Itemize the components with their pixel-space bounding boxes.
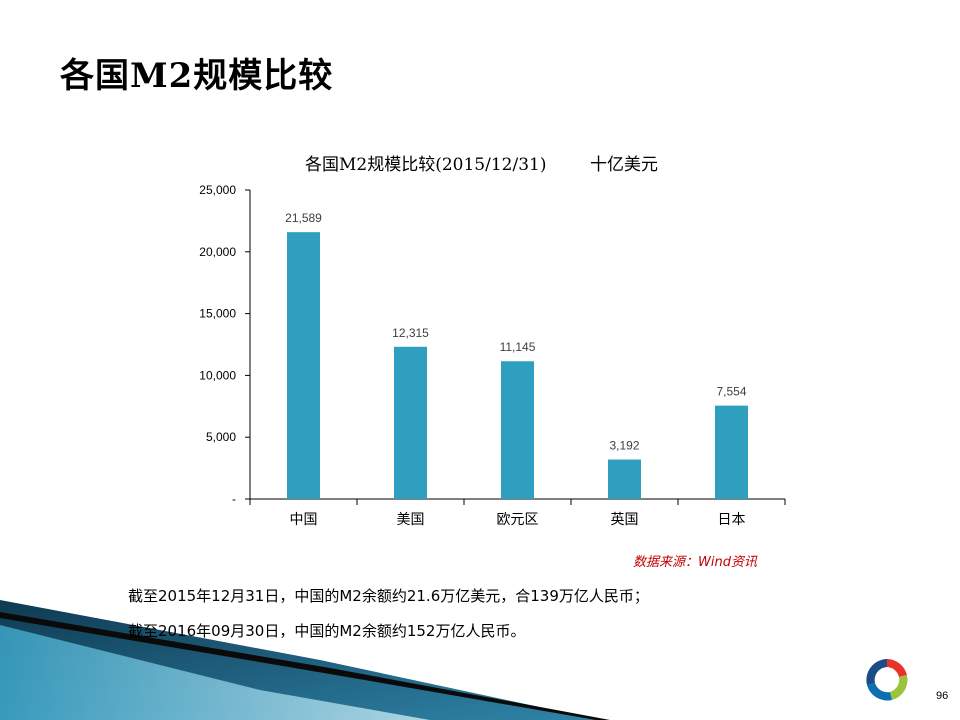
page-number: 96	[936, 690, 949, 702]
bar-5	[715, 405, 748, 499]
bar-4	[608, 459, 641, 499]
y-tick-label: 5,000	[206, 430, 236, 444]
bar-1	[287, 232, 320, 499]
source-note: 数据来源：Wind资讯	[633, 555, 757, 570]
bar-2	[394, 346, 427, 499]
y-tick-label: 20,000	[199, 245, 236, 259]
x-tick-label: 中国	[290, 512, 318, 528]
chart-unit: 十亿美元	[590, 155, 658, 175]
y-tick-label: 25,000	[199, 183, 236, 197]
y-tick-label: -	[232, 492, 236, 506]
y-tick-label: 10,000	[199, 368, 236, 382]
footnote-2: 截至2016年09月30日，中国的M2余额约152万亿人民币。	[128, 622, 526, 640]
data-label: 7,554	[716, 385, 746, 399]
x-tick-label: 欧元区	[497, 512, 539, 528]
data-label: 11,145	[500, 340, 536, 354]
data-label: 3,192	[609, 439, 639, 453]
ring-logo-icon	[866, 659, 908, 701]
data-label: 21,589	[285, 211, 322, 225]
x-tick-label: 美国	[397, 512, 425, 528]
bar-chart: - 5,000 10,000 15,000 20,000 25,000 21,589 中国 12…	[199, 183, 786, 528]
slide-title: 各国M2规模比较	[60, 56, 334, 96]
x-tick-label: 日本	[718, 512, 746, 528]
footnote-1: 截至2015年12月31日，中国的M2余额约21.6万亿美元，合139万亿人民币…	[128, 587, 649, 605]
bar-3	[501, 361, 534, 499]
chart-title: 各国M2规模比较(2015/12/31)	[305, 155, 547, 175]
data-label: 12,315	[392, 326, 429, 340]
x-tick-label: 英国	[611, 511, 639, 528]
y-tick-label: 15,000	[199, 307, 236, 321]
